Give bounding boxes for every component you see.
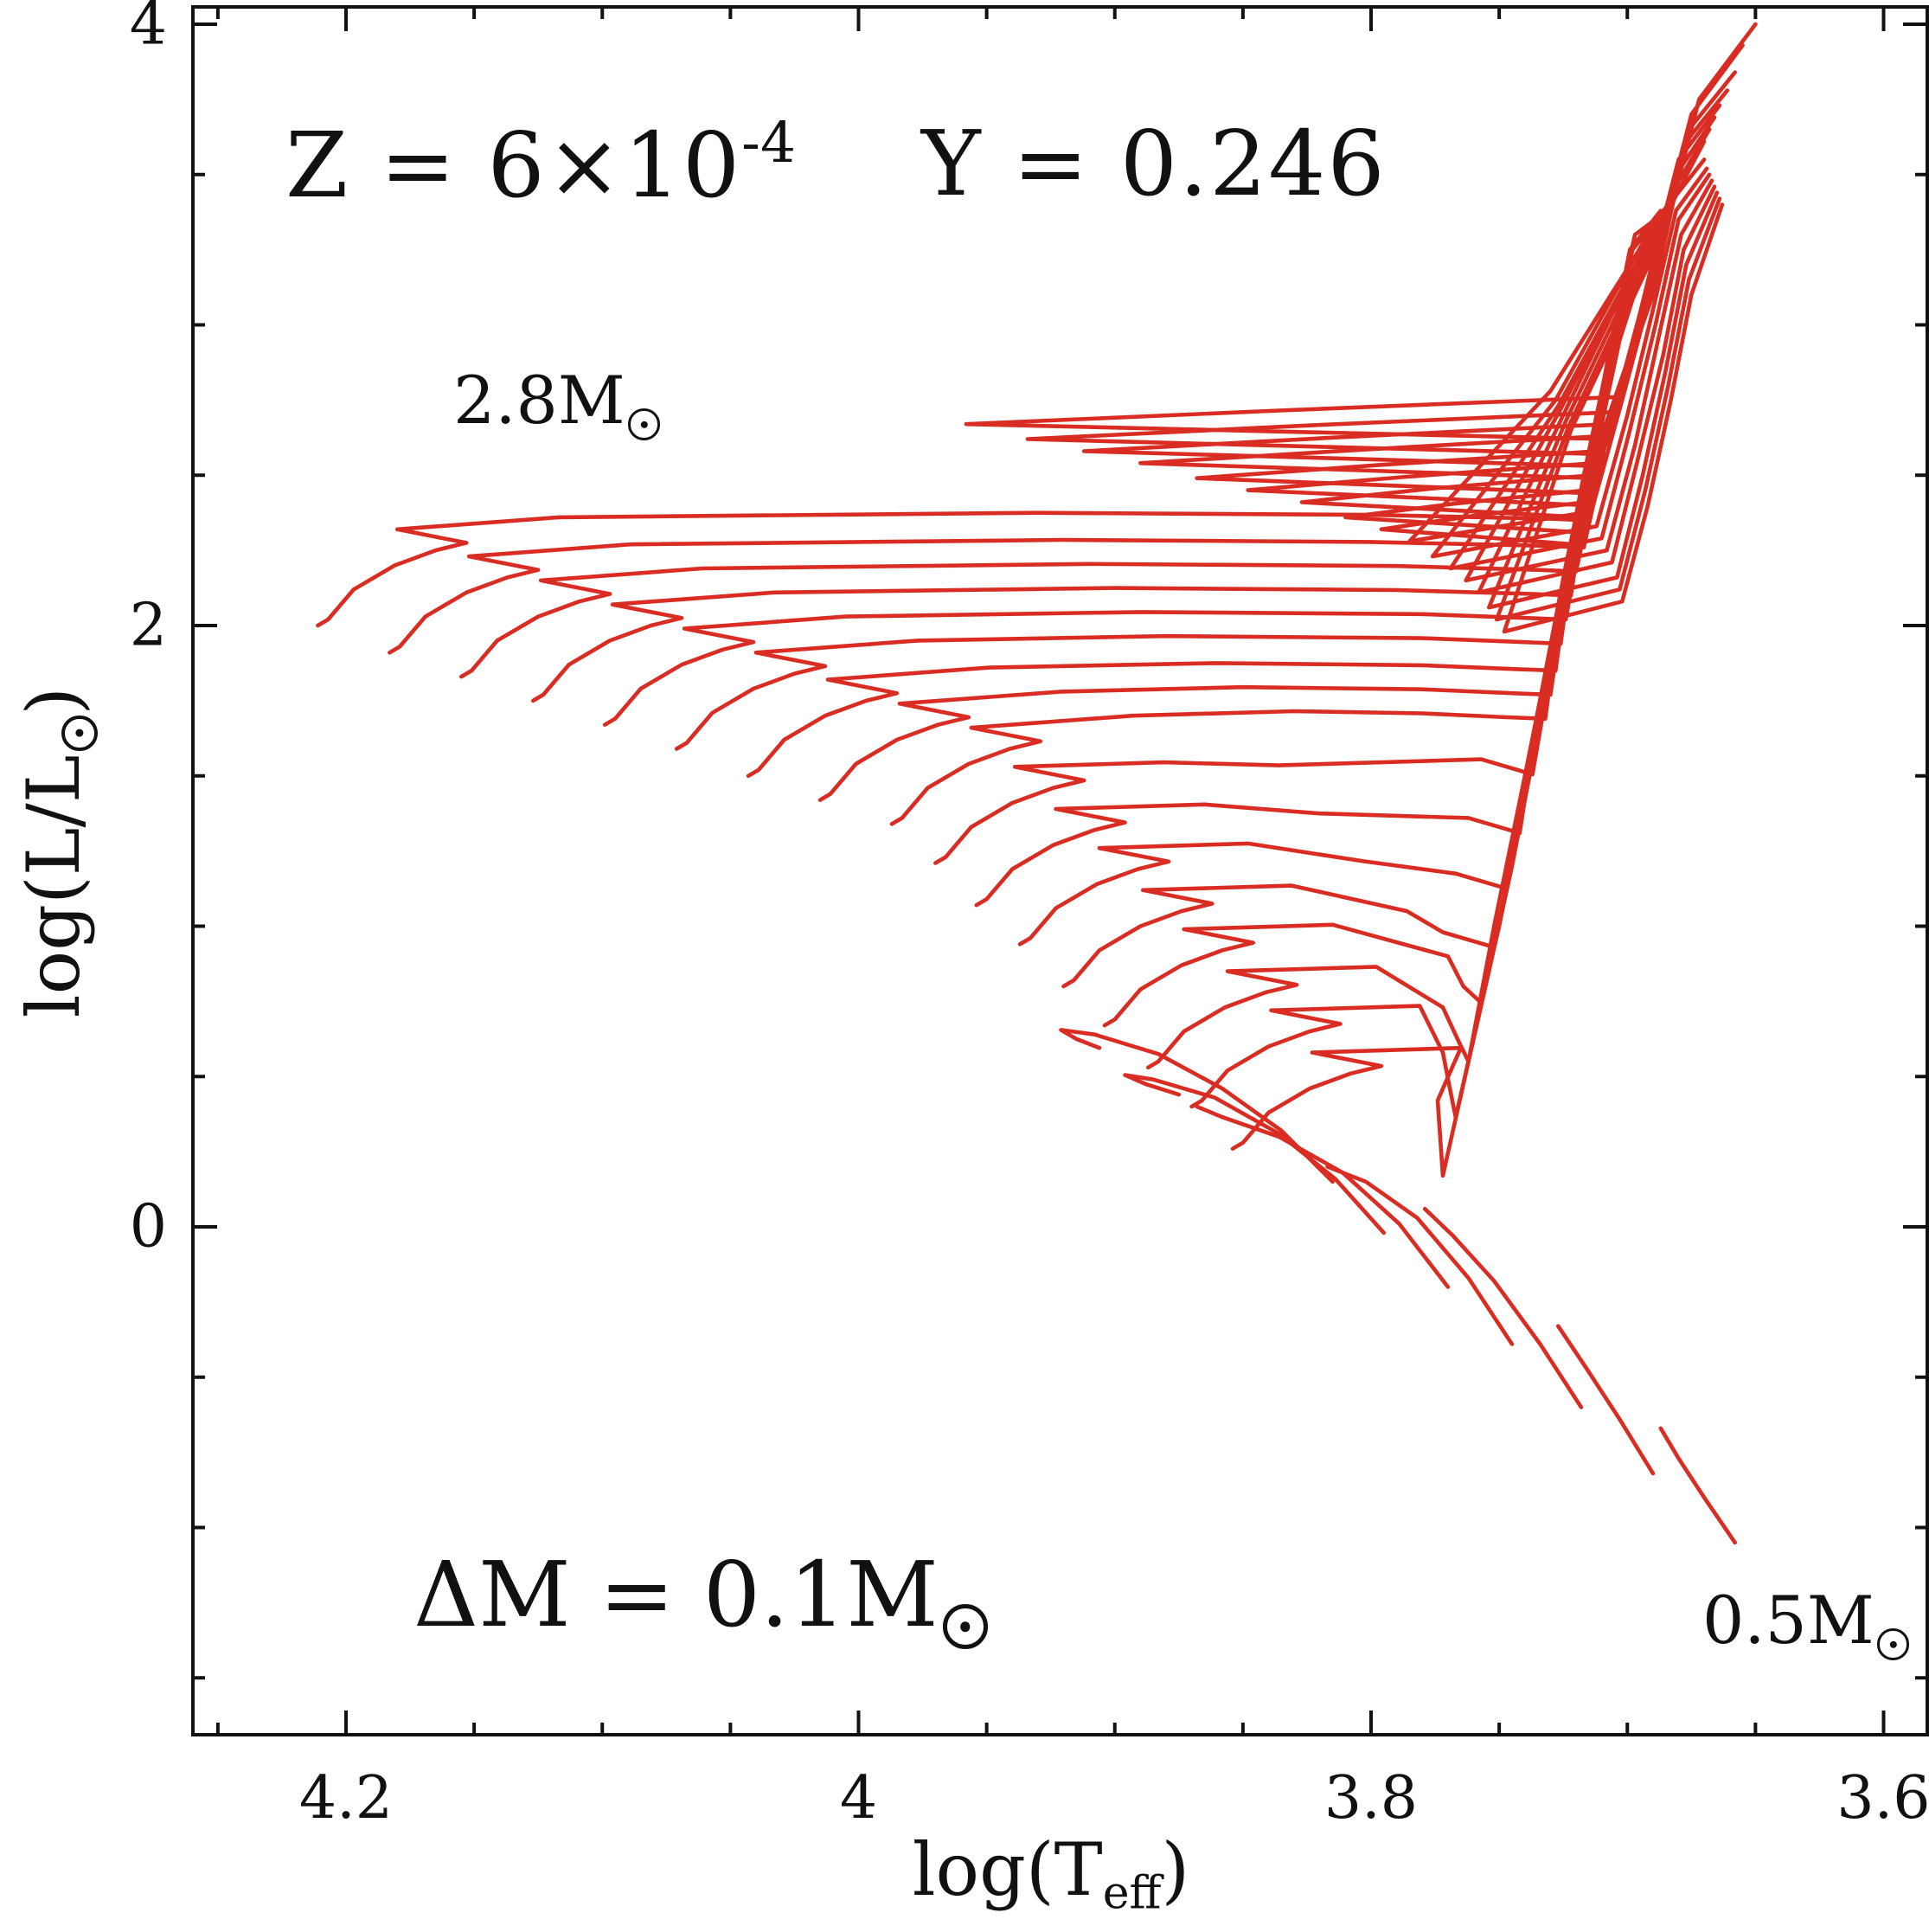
x-axis-title-pre: log(T bbox=[912, 1827, 1103, 1912]
y-tick-label: 0 bbox=[129, 1192, 167, 1261]
x-axis-title-post: ) bbox=[1161, 1827, 1190, 1912]
track-1.7Msun bbox=[1017, 172, 1712, 947]
mass-label-0.5: 0.5M bbox=[1702, 1582, 1909, 1660]
mass-label-0.5-text: 0.5M bbox=[1702, 1582, 1875, 1659]
track-1.8Msun bbox=[974, 166, 1709, 908]
track-1.1Msun bbox=[1059, 1028, 1335, 1184]
title-y-text: Y = 0.246 bbox=[921, 111, 1387, 216]
x-tick-label: 3.8 bbox=[1323, 1764, 1419, 1833]
track-1.2Msun bbox=[1230, 202, 1725, 1178]
y-axis-title-post: ) bbox=[11, 686, 96, 716]
x-tick-label: 4.2 bbox=[298, 1764, 394, 1833]
sun-symbol bbox=[628, 408, 660, 440]
y-axis-title-pre: log(L/L bbox=[11, 754, 96, 1018]
x-axis-title-sub: eff bbox=[1102, 1867, 1162, 1920]
y-tick-label: 4 bbox=[129, 0, 167, 59]
x-tick-label: 4 bbox=[839, 1764, 878, 1833]
track-0.6Msun bbox=[1556, 1324, 1656, 1476]
sun-symbol bbox=[942, 1604, 988, 1650]
plot-frame bbox=[191, 5, 1929, 1736]
title-z: Z = 6×10-4 bbox=[285, 111, 796, 218]
y-tick-label: 2 bbox=[129, 591, 167, 660]
sun-symbol bbox=[61, 715, 98, 752]
delta-mass-label: ΔM = 0.1M bbox=[413, 1542, 988, 1650]
delta-mass-text: ΔM = 0.1M bbox=[413, 1542, 939, 1647]
title-y: Y = 0.246 bbox=[921, 111, 1387, 216]
track-0.9Msun bbox=[1195, 1104, 1451, 1289]
track-0.5Msun bbox=[1658, 1426, 1737, 1545]
track-2.1Msun bbox=[817, 139, 1707, 802]
track-1.4Msun bbox=[1146, 190, 1720, 1070]
sun-symbol bbox=[1877, 1628, 1909, 1660]
y-axis-title: log(L/L) bbox=[10, 0, 98, 1717]
mass-label-2.8-text: 2.8M bbox=[453, 362, 625, 439]
mass-label-2.8: 2.8M bbox=[453, 362, 660, 440]
track-0.8Msun bbox=[1325, 1165, 1515, 1346]
title-z-exponent: -4 bbox=[741, 111, 796, 176]
x-tick-label: 3.6 bbox=[1836, 1764, 1929, 1833]
track-2.8Msun bbox=[316, 22, 1758, 628]
x-axis-title: log(Teff) bbox=[913, 1827, 1190, 1920]
title-z-base: Z = 6×10 bbox=[285, 112, 742, 218]
track-1.0Msun bbox=[1123, 1073, 1387, 1236]
track-0.7Msun bbox=[1422, 1206, 1584, 1409]
